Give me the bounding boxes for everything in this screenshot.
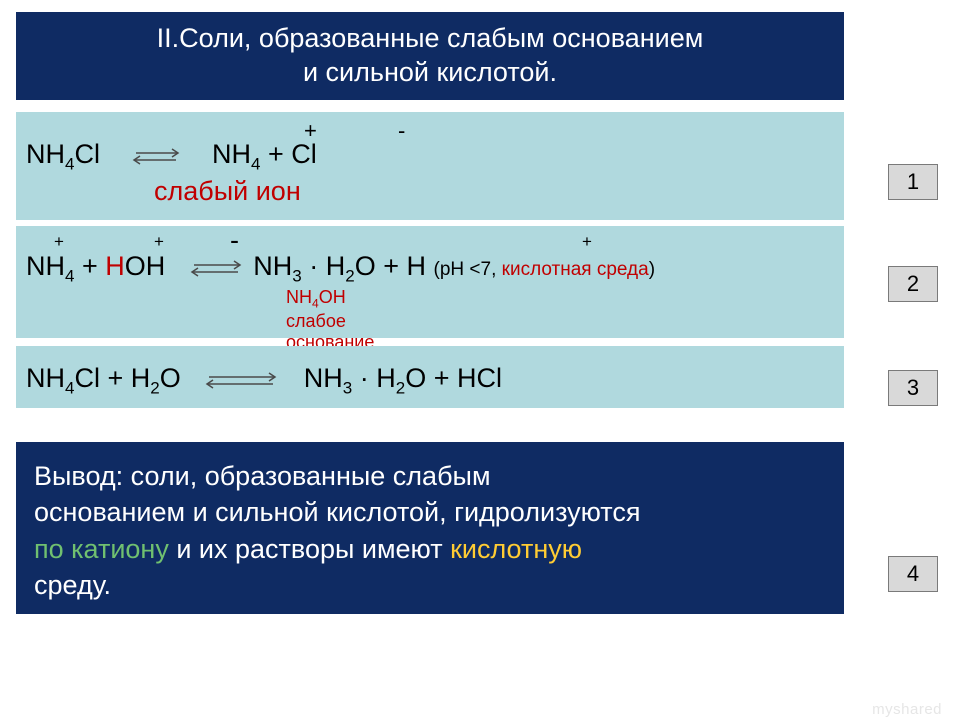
t: · H (352, 363, 396, 393)
t: кислотная среда (502, 259, 649, 280)
t: O (160, 363, 181, 393)
nav-button-1[interactable]: 1 (888, 164, 938, 200)
t: Cl (74, 139, 100, 169)
t: (pH <7, (434, 259, 502, 280)
t: Cl + H (74, 363, 150, 393)
t: основанием и сильной кислотой, гидролизу… (34, 497, 641, 527)
equation-box-3: NH4Cl + H2O NH3 · H2O + HCl (16, 346, 844, 408)
sup-minus-2: - (230, 224, 239, 256)
t: · H (302, 251, 346, 281)
t: по катиону (34, 534, 169, 564)
t: среду. (34, 570, 111, 600)
t: + (74, 251, 105, 281)
t: 3 (292, 266, 301, 285)
header-line-1: II.Соли, образованные слабым основанием (157, 22, 704, 56)
t: O + H (355, 251, 426, 281)
t: NH (26, 139, 65, 169)
t: NH (26, 363, 65, 393)
t: NH (286, 287, 312, 307)
equation-box-2: + + - + NH4 + HOH NH3 · H2O + H (pH <7, … (16, 226, 844, 338)
t: ) (649, 259, 655, 280)
t: H (105, 251, 125, 281)
t: 4 (312, 296, 319, 310)
t: NH (304, 363, 343, 393)
equation-3: NH4Cl + H2O NH3 · H2O + HCl (26, 352, 834, 399)
t: O + HCl (405, 363, 502, 393)
weak-ion-note: слабый ион (26, 175, 834, 207)
t: 3 (343, 378, 352, 397)
t: NH (212, 139, 251, 169)
sup-plus-1: + (304, 118, 317, 144)
header-line-2: и сильной кислотой. (303, 56, 557, 90)
sup-p2: + (154, 232, 164, 252)
nav-button-2[interactable]: 2 (888, 266, 938, 302)
equilibrium-arrow-icon (188, 258, 246, 278)
equilibrium-arrow-icon (203, 370, 281, 390)
t: NH (26, 251, 65, 281)
nav-button-4[interactable]: 4 (888, 556, 938, 592)
equilibrium-arrow-icon (130, 146, 182, 166)
charge-row-1: + - (26, 118, 834, 138)
sup-minus-1: - (398, 118, 405, 144)
t: Вывод: соли, образованные слабым (34, 461, 491, 491)
header-box: II.Соли, образованные слабым основанием … (16, 12, 844, 100)
equation-box-1: + - NH4Cl NH4 + Cl слабый ион (16, 112, 844, 220)
equation-1: NH4Cl NH4 + Cl (26, 138, 834, 175)
t: NH (253, 251, 292, 281)
watermark: myshared (872, 701, 942, 718)
t: OH (125, 251, 166, 281)
weak-base-note: NH4OH слабое основание (26, 287, 326, 353)
t: 2 (396, 378, 405, 397)
conclusion-box: Вывод: соли, образованные слабым основан… (16, 442, 844, 614)
t: и их растворы имеют (169, 534, 450, 564)
sup-p1: + (54, 232, 64, 252)
t: кислотную (450, 534, 582, 564)
conclusion-text: Вывод: соли, образованные слабым основан… (26, 448, 834, 608)
slide: II.Соли, образованные слабым основанием … (8, 8, 868, 712)
t: 2 (150, 378, 159, 397)
nav-button-3[interactable]: 3 (888, 370, 938, 406)
t: OH (319, 287, 346, 307)
sup-p3: + (582, 232, 592, 252)
charge-row-2: + + - + (26, 232, 834, 250)
t: 2 (345, 266, 354, 285)
equation-2: NH4 + HOH NH3 · H2O + H (pH <7, кислотна… (26, 250, 834, 287)
